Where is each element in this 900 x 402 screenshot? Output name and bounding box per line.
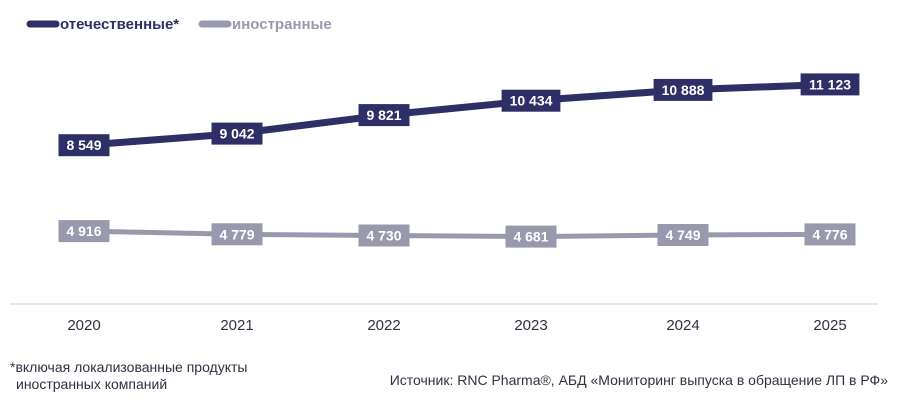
data-label-box bbox=[211, 122, 263, 145]
data-label-box bbox=[657, 224, 709, 246]
data-label-box bbox=[58, 134, 110, 157]
data-label: 11 123 bbox=[809, 76, 851, 92]
series-line-0 bbox=[80, 80, 834, 149]
data-label: 8 549 bbox=[66, 137, 101, 153]
data-label: 4 681 bbox=[513, 229, 548, 245]
data-label-box bbox=[58, 220, 110, 243]
data-label-box bbox=[501, 89, 561, 112]
data-label: 10 434 bbox=[510, 93, 553, 109]
data-label-box bbox=[211, 223, 263, 246]
data-label-box bbox=[800, 73, 860, 96]
legend-label-0: отечественные* bbox=[60, 16, 179, 33]
data-label: 9 042 bbox=[219, 126, 254, 142]
data-label: 4 776 bbox=[812, 226, 847, 242]
x-tick-label: 2020 bbox=[67, 317, 100, 334]
line-chart: отечественные* иностранные 2020 2021 2022 202… bbox=[10, 16, 878, 334]
source-note: Источник: RNC Pharma®, АБД «Мониторинг в… bbox=[389, 372, 888, 388]
footnote: *включая локализованные продукты иностра… bbox=[10, 359, 248, 393]
x-tick-label: 2023 bbox=[514, 317, 547, 334]
footnote-line-1: *включая локализованные продукты bbox=[10, 359, 248, 375]
data-label-box bbox=[358, 104, 410, 127]
data-label: 4 916 bbox=[66, 223, 101, 239]
x-tick-label: 2024 bbox=[666, 317, 699, 334]
data-label-box bbox=[358, 224, 410, 247]
x-tick-label: 2025 bbox=[813, 317, 846, 334]
series-line-1 bbox=[81, 228, 833, 240]
data-label: 4 730 bbox=[366, 228, 401, 244]
data-label-box bbox=[505, 225, 557, 248]
data-label: 4 749 bbox=[665, 227, 700, 243]
x-tick-label: 2021 bbox=[220, 317, 253, 334]
legend-label-1: иностранные bbox=[232, 16, 332, 33]
data-label: 9 821 bbox=[366, 107, 401, 123]
data-label-box bbox=[653, 78, 713, 101]
x-tick-label: 2022 bbox=[367, 317, 400, 334]
data-label-box bbox=[804, 223, 856, 246]
data-label: 10 888 bbox=[662, 82, 705, 98]
footnote-line-2: иностранных компаний bbox=[16, 376, 168, 392]
data-label: 4 779 bbox=[219, 226, 254, 242]
